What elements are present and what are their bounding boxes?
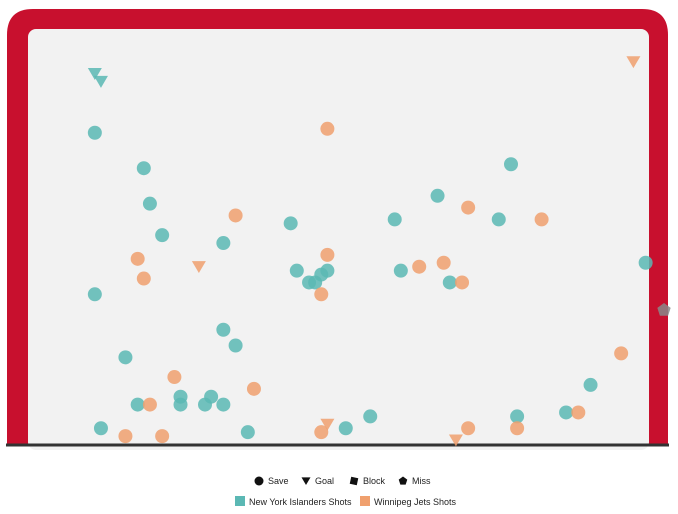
shot-point-s0-8: New York Islanders Shots: Save [118, 350, 133, 365]
shot-point-s0-27: New York Islanders Shots: Save [430, 188, 445, 203]
shot-point-s0-33: New York Islanders Shots: Save [510, 409, 525, 424]
shot-point-s0-4: New York Islanders Shots: Save [142, 196, 157, 211]
marker-legend: Save Goal Block Miss [254, 476, 431, 486]
legend-series-0-swatch [235, 496, 245, 506]
shot-point-s1-18: Winnipeg Jets Shots: Save [155, 429, 170, 444]
shot-point-s0-15: New York Islanders Shots: Save [204, 389, 219, 404]
shot-point-s0-26: New York Islanders Shots: Save [393, 263, 408, 278]
shot-point-s0-13: New York Islanders Shots: Save [173, 389, 188, 404]
shot-point-s0-29: New York Islanders Shots: Save [491, 212, 506, 227]
shot-point-s1-0: Winnipeg Jets Shots: Goal [626, 56, 641, 69]
shot-point-s1-1: Winnipeg Jets Shots: Save [320, 121, 335, 136]
shot-point-s0-28: New York Islanders Shots: Save [442, 275, 457, 290]
legend-series-1-swatch [360, 496, 370, 506]
shot-point-s1-21: Winnipeg Jets Shots: Goal [448, 434, 463, 447]
shot-point-s0-30: New York Islanders Shots: Save [504, 157, 518, 172]
shot-point-s0-0: New York Islanders Shots: Goal [87, 68, 102, 80]
shot-point-s1-23: Winnipeg Jets Shots: Save [510, 421, 525, 436]
shot-point-s0-19: New York Islanders Shots: Save [283, 216, 298, 231]
shot-point-s0-5: New York Islanders Shots: Save [155, 228, 170, 243]
shot-point-s0-36: New York Islanders Shots: Save [638, 255, 653, 270]
shot-point-s0-11: New York Islanders Shots: Save [130, 397, 145, 412]
shot-point-s1-24: Winnipeg Jets Shots: Save [571, 405, 586, 420]
shot-point-s0-7: New York Islanders Shots: Save [87, 287, 102, 302]
shot-point-s1-12: Winnipeg Jets Shots: Save [534, 212, 549, 227]
legend-marker-goal-label: Goal [315, 476, 334, 486]
shot-point-s0-34: New York Islanders Shots: Save [559, 405, 574, 420]
legend-marker-miss-icon [398, 476, 408, 485]
shot-point-s0-17: New York Islanders Shots: Save [93, 421, 108, 436]
shot-point-s0-37: New York Islanders Shots: Miss [657, 303, 671, 316]
legend-marker-goal-icon [301, 477, 311, 486]
shot-point-s0-1: New York Islanders Shots: Goal [93, 75, 108, 88]
series-legend: New York Islanders Shots Winnipeg Jets Sh… [235, 496, 457, 507]
shot-point-s0-31: New York Islanders Shots: Save [338, 421, 353, 436]
shot-point-s0-25: New York Islanders Shots: Save [387, 212, 402, 227]
legend-marker-save-label: Save [268, 476, 289, 486]
legend-marker-miss-label: Miss [412, 476, 431, 486]
shot-point-s0-24: New York Islanders Shots: Save [320, 263, 335, 278]
shot-point-s1-19: Winnipeg Jets Shots: Goal [320, 418, 335, 431]
shot-marks: New York Islanders Shots: GoalNew York I… [87, 56, 671, 447]
shot-point-s1-5: Winnipeg Jets Shots: Goal [191, 261, 206, 273]
shot-point-s0-2: New York Islanders Shots: Save [87, 125, 102, 140]
legend-marker-block-label: Block [363, 476, 386, 486]
goal-ice-area [28, 29, 649, 450]
legend-marker-save-icon [254, 476, 264, 486]
shot-point-s0-10: New York Islanders Shots: Save [228, 338, 243, 353]
shot-point-s1-16: Winnipeg Jets Shots: Save [142, 397, 157, 412]
legend-series-0-label: New York Islanders Shots [249, 497, 352, 507]
shot-point-s0-6: New York Islanders Shots: Save [216, 236, 231, 251]
shot-point-s1-4: Winnipeg Jets Shots: Save [136, 271, 151, 286]
shot-point-s1-17: Winnipeg Jets Shots: Save [118, 429, 133, 444]
shot-point-s1-14: Winnipeg Jets Shots: Save [167, 370, 182, 385]
shot-point-s0-35: New York Islanders Shots: Save [583, 377, 598, 392]
shot-point-s1-9: Winnipeg Jets Shots: Save [436, 255, 451, 270]
shot-point-s1-15: Winnipeg Jets Shots: Save [246, 381, 261, 396]
shot-point-s0-16: New York Islanders Shots: Save [216, 397, 231, 412]
shot-point-s1-2: Winnipeg Jets Shots: Save [228, 208, 243, 223]
shot-point-s0-9: New York Islanders Shots: Save [216, 322, 231, 337]
shot-point-s1-3: Winnipeg Jets Shots: Save [130, 251, 145, 266]
shot-point-s0-32: New York Islanders Shots: Save [363, 409, 378, 424]
shot-point-s1-20: Winnipeg Jets Shots: Save [314, 425, 329, 440]
shot-point-s1-22: Winnipeg Jets Shots: Save [461, 421, 476, 436]
shot-point-s1-11: Winnipeg Jets Shots: Save [461, 200, 476, 215]
legend-series-1-label: Winnipeg Jets Shots [374, 497, 457, 507]
shot-point-s1-6: Winnipeg Jets Shots: Save [320, 247, 335, 262]
shot-point-s0-3: New York Islanders Shots: Save [136, 161, 151, 176]
shot-point-s1-10: Winnipeg Jets Shots: Save [455, 275, 470, 290]
shot-point-s1-8: Winnipeg Jets Shots: Save [412, 259, 427, 274]
legend-marker-block-icon [349, 476, 359, 486]
shot-point-s0-20: New York Islanders Shots: Save [289, 263, 304, 278]
shot-point-s0-18: New York Islanders Shots: Save [240, 425, 255, 440]
shot-point-s1-13: Winnipeg Jets Shots: Save [614, 346, 629, 361]
shot-point-s1-7: Winnipeg Jets Shots: Save [314, 287, 329, 302]
